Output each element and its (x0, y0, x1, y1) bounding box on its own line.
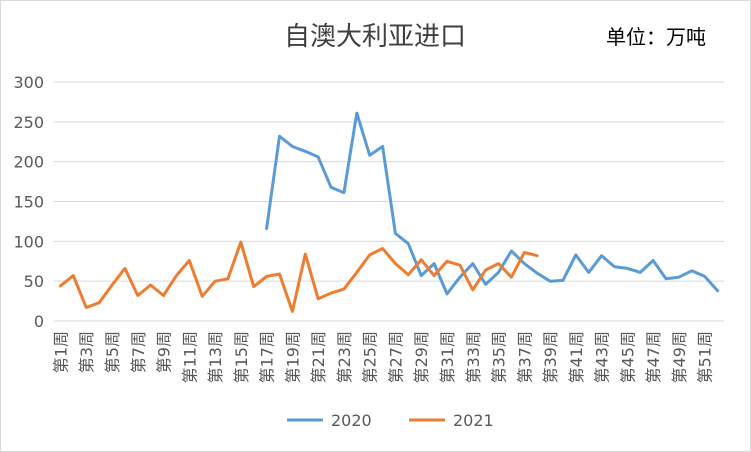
x-tick-label: 第5周 (103, 331, 122, 373)
x-tick-label: 第1周 (51, 331, 70, 373)
y-tick-label: 200 (13, 153, 44, 172)
legend-label-2021: 2021 (453, 411, 494, 430)
x-tick-label: 第7周 (129, 331, 148, 373)
x-tick-label: 第33周 (464, 331, 483, 383)
x-tick-label: 第9周 (155, 331, 174, 373)
x-tick-label: 第43周 (593, 331, 612, 383)
y-tick-label: 50 (24, 272, 44, 291)
gridlines (54, 81, 724, 322)
x-tick-label: 第31周 (438, 331, 457, 383)
x-axis-ticks: 第1周 第3周 第5周 第7周 第9周 第11周 第13周 第15周 第17周 第19周 第21周第… (51, 331, 714, 383)
x-tick-label: 第39周 (541, 331, 560, 383)
chart-title: 自澳大利亚进口 (284, 22, 466, 52)
x-tick-label: 第45周 (618, 331, 637, 383)
x-tick-label: 第49周 (670, 331, 689, 383)
x-tick-label: 第41周 (567, 331, 586, 383)
series-line-2020 (265, 111, 720, 296)
x-tick-label: 第29周 (412, 331, 431, 383)
x-tick-label: 第19周 (283, 331, 302, 383)
x-tick-label: 第37周 (515, 331, 534, 383)
unit-label: 单位：万吨 (606, 25, 706, 49)
y-tick-label: 300 (13, 73, 44, 92)
x-tick-label: 第27周 (386, 331, 405, 383)
x-tick-label: 第25周 (361, 331, 380, 383)
y-tick-label: 250 (13, 113, 44, 132)
x-tick-label: 第35周 (490, 331, 509, 383)
series-lines (58, 111, 720, 313)
y-axis-ticks: 0 50 100 150 200 250 300 (13, 73, 44, 331)
x-tick-label: 第3周 (77, 331, 96, 373)
x-tick-label: 第21周 (309, 331, 328, 383)
x-tick-label: 第17周 (258, 331, 277, 383)
y-tick-label: 150 (13, 193, 44, 212)
y-tick-label: 0 (34, 312, 44, 331)
x-tick-label: 第11周 (180, 331, 199, 383)
x-tick-label: 第13周 (206, 331, 225, 383)
x-tick-label: 第23周 (335, 331, 354, 383)
series-line-2021 (58, 240, 539, 313)
x-tick-label: 第15周 (232, 331, 251, 383)
legend: 2020 2021 (287, 411, 494, 430)
y-tick-label: 100 (13, 232, 44, 251)
x-tick-label: 第51周 (696, 331, 715, 383)
x-tick-label: 第47周 (644, 331, 663, 383)
legend-label-2020: 2020 (331, 411, 372, 430)
